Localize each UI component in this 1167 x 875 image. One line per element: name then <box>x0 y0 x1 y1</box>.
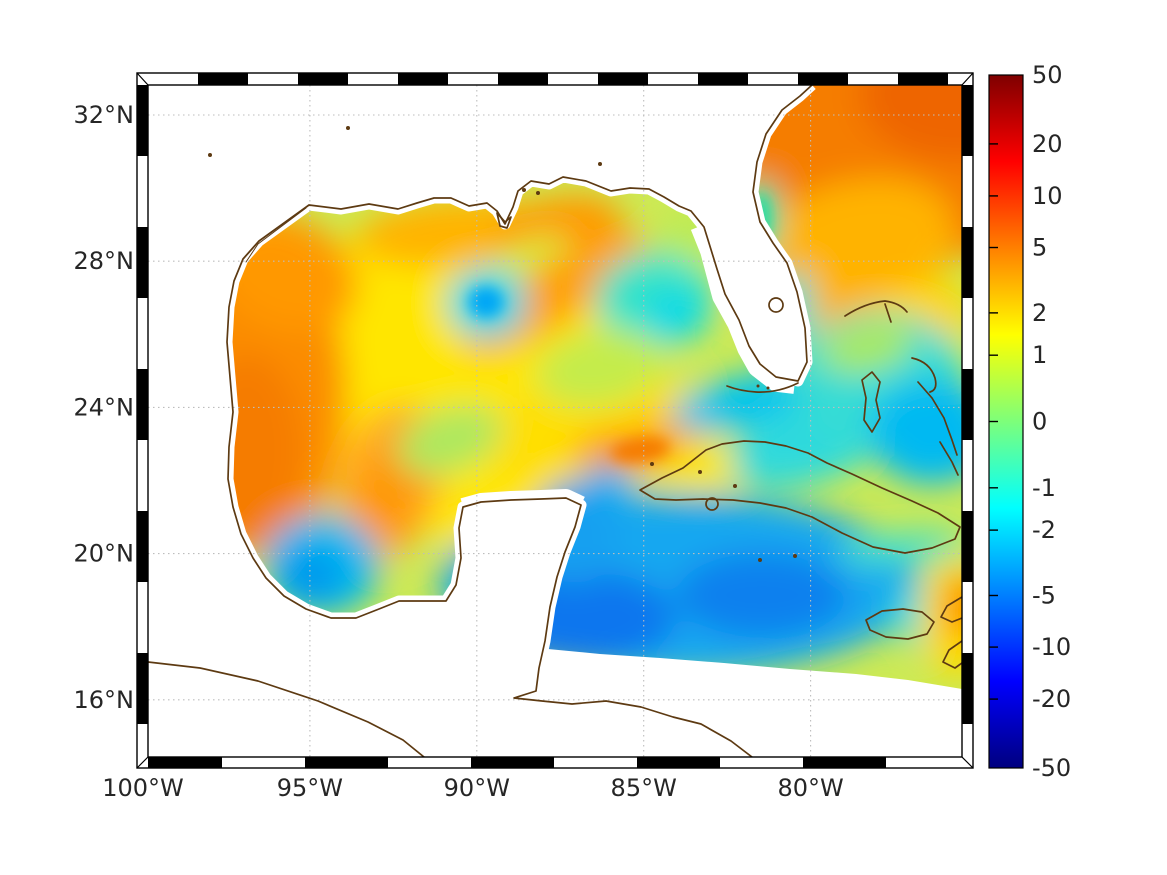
colorbar-tick-label: -1 <box>1032 474 1056 502</box>
field-blob <box>535 328 665 408</box>
coastline-mexico-pacific <box>148 661 425 757</box>
field-blob <box>860 85 962 160</box>
frame-band-top <box>148 73 962 85</box>
field-blob <box>821 317 915 375</box>
frame-inner-border <box>147 84 963 758</box>
coastlines <box>148 85 962 757</box>
colorbar-tick-label: 10 <box>1032 182 1063 210</box>
lon-tick-label: 85°W <box>611 774 677 802</box>
lake-okeechobee <box>768 297 784 313</box>
latitude-axis: 32°N 28°N 24°N 20°N 16°N <box>74 101 135 714</box>
graticule-grid <box>148 85 962 757</box>
coastline-bahamas <box>844 300 959 476</box>
no-data-region-south <box>500 643 962 757</box>
field-blob <box>677 553 847 637</box>
colorbar-tick-marks <box>989 143 998 700</box>
coastline-hispaniola-west <box>940 596 962 669</box>
colorbar-tick-label: 2 <box>1032 299 1047 327</box>
field-blob <box>610 437 670 463</box>
small-cays <box>208 126 797 562</box>
lon-tick-label: 80°W <box>777 774 843 802</box>
plot-area <box>148 85 962 757</box>
coastline-isle-of-youth <box>705 497 719 511</box>
colorbar-tick-label: -20 <box>1032 685 1071 713</box>
texas-lagoon-line <box>245 207 307 263</box>
field-blob <box>945 574 962 638</box>
frame-corner-bevels <box>136 72 974 769</box>
lon-tick-label: 90°W <box>444 774 510 802</box>
colorbar-tick-label: 1 <box>1032 341 1047 369</box>
lat-tick-label: 24°N <box>74 393 135 421</box>
longitude-axis: 100°W 95°W 90°W 85°W 80°W <box>102 774 844 802</box>
map-frame <box>136 72 974 769</box>
lat-tick-label: 16°N <box>74 686 135 714</box>
frame-band-bottom <box>148 757 962 768</box>
mississippi-delta <box>496 212 512 229</box>
field-blob <box>354 450 418 546</box>
coastline-north-america <box>226 85 813 757</box>
lon-tick-label: 100°W <box>102 774 184 802</box>
coastline-florida-keys <box>726 382 799 393</box>
field-blob <box>645 291 705 339</box>
field-blob <box>835 531 962 565</box>
colorbar-tick-label: -5 <box>1032 581 1056 609</box>
field-blob <box>278 549 342 605</box>
coastline-jamaica <box>865 608 935 640</box>
frame-band-right <box>962 85 973 757</box>
field-blob <box>397 404 503 476</box>
colorbar-tick-label: 20 <box>1032 130 1063 158</box>
field-blob <box>469 287 503 317</box>
frame-outer-border <box>136 72 974 769</box>
colorbar-tick-label: -10 <box>1032 633 1071 661</box>
colorbar-tick-label: 0 <box>1032 408 1047 436</box>
colorbar-tick-label: 5 <box>1032 234 1047 262</box>
frame-band-left <box>137 85 148 757</box>
lon-tick-label: 95°W <box>277 774 343 802</box>
coastline-cuba <box>639 440 961 554</box>
colorbar-tick-label: 50 <box>1032 61 1063 89</box>
lat-tick-label: 20°N <box>74 540 135 568</box>
lat-tick-label: 32°N <box>74 101 135 129</box>
lat-tick-label: 28°N <box>74 247 135 275</box>
field-blob <box>870 380 962 484</box>
colorbar-tick-label: -2 <box>1032 516 1056 544</box>
colorbar-tick-label: -50 <box>1032 754 1071 782</box>
land-north-america <box>148 85 812 757</box>
